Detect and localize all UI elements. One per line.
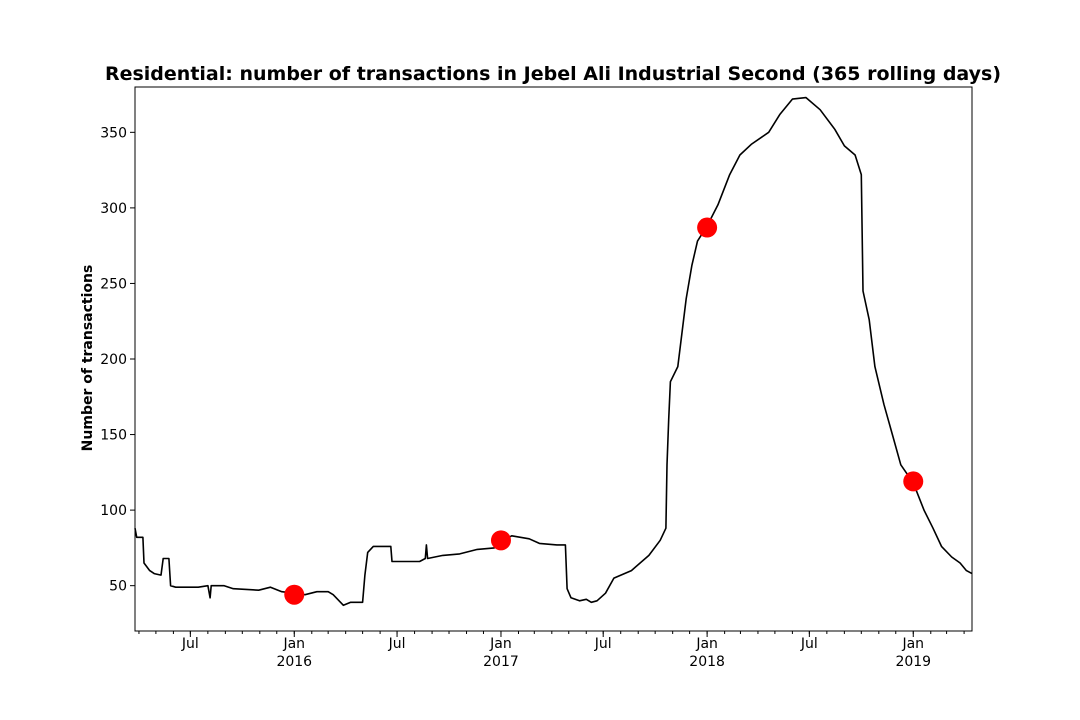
highlight-marker — [903, 471, 924, 492]
plot-area: 50 100 150 200 250 300 350 Jul Jan 2016 Jul Jan 2017… — [100, 96, 973, 670]
x-tick-year-label: 2018 — [689, 654, 725, 670]
chart-title: Residential: number of transactions in J… — [105, 63, 1001, 85]
x-tick-year-label: 2019 — [895, 654, 931, 670]
y-axis-label: Number of transactions — [80, 265, 96, 452]
x-tick-year-label: 2016 — [276, 654, 312, 670]
y-tick-label: 200 — [100, 352, 127, 368]
x-tick-label: Jul — [594, 636, 612, 652]
y-tick-label: 350 — [100, 125, 127, 141]
x-tick-label: Jan — [282, 636, 305, 652]
series-line — [134, 96, 973, 607]
x-tick-label: Jan — [695, 636, 718, 652]
x-tick-label: Jan — [901, 636, 924, 652]
x-tick-label: Jul — [181, 636, 199, 652]
plot-frame — [134, 86, 973, 632]
highlight-marker — [490, 530, 511, 551]
y-tick-label: 50 — [109, 579, 127, 595]
y-tick-label: 300 — [100, 201, 127, 217]
highlight-marker — [284, 584, 305, 605]
y-tick-label: 100 — [100, 503, 127, 519]
x-tick-year-label: 2017 — [483, 654, 519, 670]
x-tick-label: Jul — [800, 636, 818, 652]
x-tick-label: Jul — [388, 636, 406, 652]
y-tick-label: 150 — [100, 428, 127, 444]
y-tick-label: 250 — [100, 276, 127, 292]
x-tick-label: Jan — [489, 636, 512, 652]
highlight-marker — [697, 217, 718, 238]
